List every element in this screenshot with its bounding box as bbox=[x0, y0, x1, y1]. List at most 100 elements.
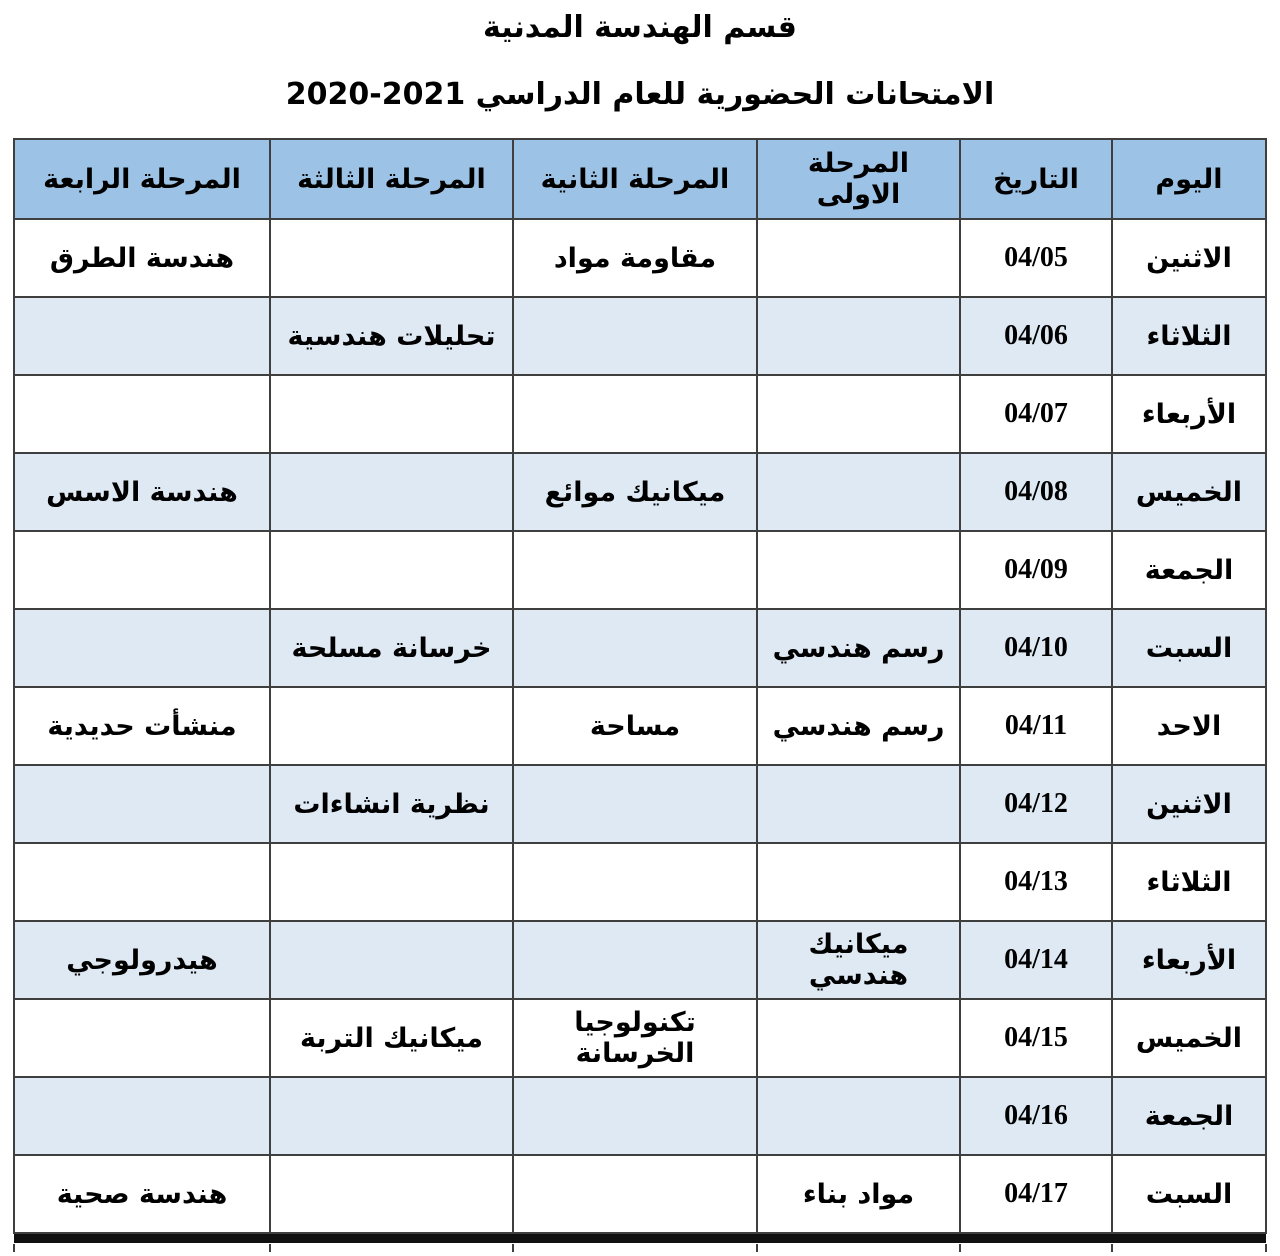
date-cell: 04/16 bbox=[959, 1076, 1113, 1156]
stage-4-cell bbox=[13, 374, 271, 454]
stage-4-cell bbox=[13, 764, 271, 844]
stage-1-cell bbox=[756, 374, 961, 454]
table-row: الاثنين 04/05 مقاومة مواد هندسة الطرق bbox=[13, 218, 1267, 298]
table-row: الثلاثاء 04/13 bbox=[13, 842, 1267, 922]
header-stage-3: المرحلة الثالثة bbox=[269, 138, 514, 220]
header-day: اليوم bbox=[1111, 138, 1267, 220]
stage-3-cell bbox=[269, 686, 514, 766]
table-bottom-band bbox=[14, 1234, 1266, 1243]
stage-1-cell bbox=[756, 218, 961, 298]
header-stage-2: المرحلة الثانية bbox=[512, 138, 758, 220]
stage-3-cell bbox=[269, 842, 514, 922]
table-body: الاثنين 04/05 مقاومة مواد هندسة الطرق الثلاث… bbox=[13, 218, 1267, 1234]
stage-3-cell: ميكانيك التربة bbox=[269, 998, 514, 1078]
header-stage-4: المرحلة الرابعة bbox=[13, 138, 271, 220]
stage-4-cell bbox=[13, 998, 271, 1078]
stage-3-cell bbox=[269, 218, 514, 298]
page-subtitle: الامتحانات الحضورية للعام الدراسي 2021-2… bbox=[285, 76, 995, 112]
stage-2-cell bbox=[512, 1076, 758, 1156]
date-cell: 04/12 bbox=[959, 764, 1113, 844]
table-row: الخميس 04/15 تكنولوجيا الخرسانة ميكانيك الت… bbox=[13, 998, 1267, 1078]
date-cell: 04/14 bbox=[959, 920, 1113, 1000]
stage-3-cell bbox=[269, 374, 514, 454]
stage-2-cell bbox=[512, 764, 758, 844]
stage-1-cell bbox=[756, 764, 961, 844]
day-cell: السبت bbox=[1111, 1154, 1267, 1234]
stage-2-cell bbox=[512, 1154, 758, 1234]
stage-2-cell bbox=[512, 296, 758, 376]
stage-1-cell: مواد بناء bbox=[756, 1154, 961, 1234]
stage-3-cell bbox=[269, 1076, 514, 1156]
header-date: التاريخ bbox=[959, 138, 1113, 220]
table-row: الجمعة 04/09 bbox=[13, 530, 1267, 610]
stage-3-cell bbox=[269, 530, 514, 610]
stage-1-cell: رسم هندسي bbox=[756, 608, 961, 688]
stage-3-cell: تحليلات هندسية bbox=[269, 296, 514, 376]
table-row: السبت 04/17 مواد بناء هندسة صحية bbox=[13, 1154, 1267, 1234]
stage-1-cell bbox=[756, 998, 961, 1078]
stage-1-cell bbox=[756, 842, 961, 922]
partial-cell bbox=[758, 1244, 961, 1252]
table-row: الاحد 04/11 رسم هندسي مساحة منشأت حديدية bbox=[13, 686, 1267, 766]
date-cell: 04/13 bbox=[959, 842, 1113, 922]
stage-2-cell: تكنولوجيا الخرسانة bbox=[512, 998, 758, 1078]
stage-4-cell: هندسة الاسس bbox=[13, 452, 271, 532]
stage-4-cell bbox=[13, 296, 271, 376]
stage-1-cell: رسم هندسي bbox=[756, 686, 961, 766]
stage-4-cell: هيدرولوجي bbox=[13, 920, 271, 1000]
date-cell: 04/09 bbox=[959, 530, 1113, 610]
exam-schedule-table: اليوم التاريخ المرحلة الاولى المرحلة الث… bbox=[13, 138, 1267, 1234]
date-cell: 04/06 bbox=[959, 296, 1113, 376]
table-row: الثلاثاء 04/06 تحليلات هندسية bbox=[13, 296, 1267, 376]
day-cell: الأربعاء bbox=[1111, 920, 1267, 1000]
page-title: قسم الهندسة المدنية bbox=[483, 10, 797, 45]
stage-1-cell bbox=[756, 296, 961, 376]
stage-3-cell: نظرية انشاءات bbox=[269, 764, 514, 844]
day-cell: الجمعة bbox=[1111, 530, 1267, 610]
stage-3-cell bbox=[269, 1154, 514, 1234]
day-cell: الثلاثاء bbox=[1111, 296, 1267, 376]
stage-4-cell bbox=[13, 608, 271, 688]
table-row: الأربعاء 04/07 bbox=[13, 374, 1267, 454]
day-cell: الاثنين bbox=[1111, 764, 1267, 844]
stage-4-cell bbox=[13, 1076, 271, 1156]
table-row: السبت 04/10 رسم هندسي خرسانة مسلحة bbox=[13, 608, 1267, 688]
partial-cell bbox=[514, 1244, 758, 1252]
stage-2-cell bbox=[512, 920, 758, 1000]
stage-2-cell bbox=[512, 374, 758, 454]
stage-3-cell bbox=[269, 452, 514, 532]
stage-1-cell bbox=[756, 452, 961, 532]
date-cell: 04/07 bbox=[959, 374, 1113, 454]
day-cell: الخميس bbox=[1111, 452, 1267, 532]
day-cell: الأربعاء bbox=[1111, 374, 1267, 454]
partial-cell bbox=[15, 1244, 271, 1252]
partial-cell bbox=[961, 1244, 1113, 1252]
stage-2-cell: مساحة bbox=[512, 686, 758, 766]
date-cell: 04/05 bbox=[959, 218, 1113, 298]
stage-4-cell bbox=[13, 842, 271, 922]
table-row: الجمعة 04/16 bbox=[13, 1076, 1267, 1156]
partial-cell bbox=[1113, 1244, 1267, 1252]
stage-1-cell bbox=[756, 1076, 961, 1156]
table-row: الاثنين 04/12 نظرية انشاءات bbox=[13, 764, 1267, 844]
header-stage-1: المرحلة الاولى bbox=[756, 138, 961, 220]
stage-4-cell: منشأت حديدية bbox=[13, 686, 271, 766]
day-cell: الثلاثاء bbox=[1111, 842, 1267, 922]
date-cell: 04/10 bbox=[959, 608, 1113, 688]
date-cell: 04/17 bbox=[959, 1154, 1113, 1234]
header-row: اليوم التاريخ المرحلة الاولى المرحلة الث… bbox=[13, 138, 1267, 220]
partial-cell bbox=[271, 1244, 514, 1252]
date-cell: 04/15 bbox=[959, 998, 1113, 1078]
stage-2-cell bbox=[512, 842, 758, 922]
day-cell: الاثنين bbox=[1111, 218, 1267, 298]
day-cell: الخميس bbox=[1111, 998, 1267, 1078]
stage-3-cell: خرسانة مسلحة bbox=[269, 608, 514, 688]
date-cell: 04/11 bbox=[959, 686, 1113, 766]
day-cell: الجمعة bbox=[1111, 1076, 1267, 1156]
table-row: الخميس 04/08 ميكانيك موائع هندسة الاسس bbox=[13, 452, 1267, 532]
day-cell: السبت bbox=[1111, 608, 1267, 688]
partial-next-row bbox=[13, 1244, 1267, 1252]
stage-3-cell bbox=[269, 920, 514, 1000]
stage-4-cell bbox=[13, 530, 271, 610]
